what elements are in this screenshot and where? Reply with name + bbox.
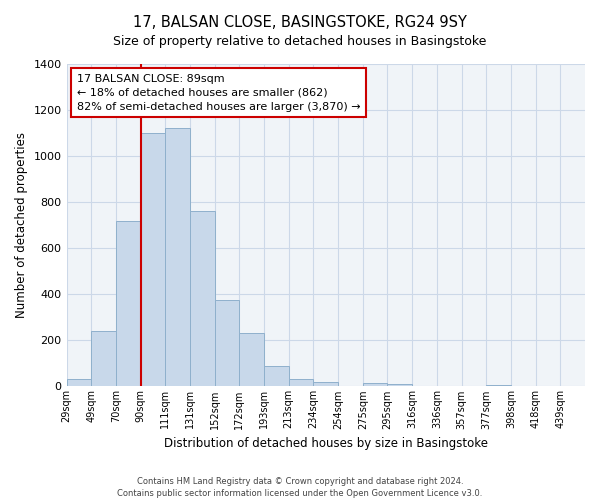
Text: Contains HM Land Registry data © Crown copyright and database right 2024.
Contai: Contains HM Land Registry data © Crown c… xyxy=(118,476,482,498)
Bar xyxy=(363,383,388,386)
Bar xyxy=(289,380,313,386)
Bar xyxy=(67,380,91,386)
Bar xyxy=(388,384,412,386)
Bar xyxy=(190,212,215,386)
Bar xyxy=(239,334,264,386)
Text: 17 BALSAN CLOSE: 89sqm
← 18% of detached houses are smaller (862)
82% of semi-de: 17 BALSAN CLOSE: 89sqm ← 18% of detached… xyxy=(77,74,361,112)
Text: Size of property relative to detached houses in Basingstoke: Size of property relative to detached ho… xyxy=(113,35,487,48)
Bar xyxy=(91,331,116,386)
Text: 17, BALSAN CLOSE, BASINGSTOKE, RG24 9SY: 17, BALSAN CLOSE, BASINGSTOKE, RG24 9SY xyxy=(133,15,467,30)
Y-axis label: Number of detached properties: Number of detached properties xyxy=(15,132,28,318)
Bar xyxy=(116,220,140,386)
Bar xyxy=(486,385,511,386)
Bar xyxy=(264,366,289,386)
Bar xyxy=(165,128,190,386)
Bar xyxy=(313,382,338,386)
Bar xyxy=(140,133,165,386)
Bar xyxy=(215,300,239,386)
X-axis label: Distribution of detached houses by size in Basingstoke: Distribution of detached houses by size … xyxy=(164,437,488,450)
